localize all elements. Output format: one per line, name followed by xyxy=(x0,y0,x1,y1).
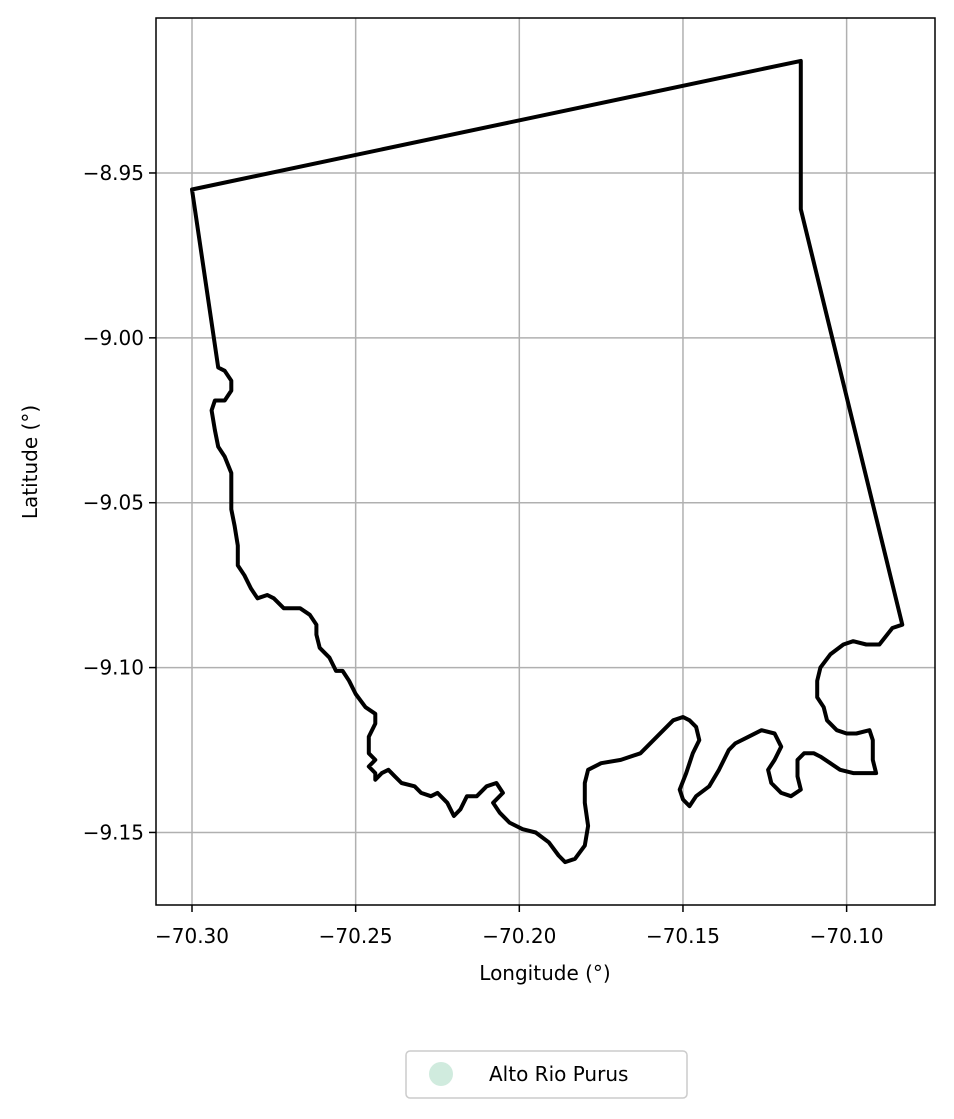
y-axis-label: Latitude (°) xyxy=(18,405,42,519)
y-tick-label: −9.15 xyxy=(83,820,144,844)
legend: Alto Rio Purus xyxy=(405,1050,688,1099)
x-tick-label: −70.25 xyxy=(319,924,393,948)
x-axis-label: Longitude (°) xyxy=(479,961,610,985)
y-tick-label: −9.05 xyxy=(83,491,144,515)
alto-rio-purus-boundary xyxy=(190,58,905,865)
y-tick-label: −8.95 xyxy=(83,161,144,185)
x-tick-label: −70.15 xyxy=(646,924,720,948)
y-tick-label: −9.00 xyxy=(83,326,144,350)
x-tick-label: −70.10 xyxy=(810,924,884,948)
x-tick-label: −70.30 xyxy=(155,924,229,948)
legend-frame xyxy=(405,1050,688,1099)
y-axis: −8.95 −9.00 −9.05 −9.10 −9.15 xyxy=(83,161,156,844)
boundary-layer xyxy=(190,58,905,865)
legend-swatch xyxy=(429,1062,453,1086)
y-tick-label: −9.10 xyxy=(83,656,144,680)
plot-frame xyxy=(155,17,936,906)
grid xyxy=(156,18,935,905)
x-tick-label: −70.20 xyxy=(482,924,556,948)
legend-label: Alto Rio Purus xyxy=(489,1062,628,1086)
x-axis: −70.30 −70.25 −70.20 −70.15 −70.10 xyxy=(155,905,884,948)
